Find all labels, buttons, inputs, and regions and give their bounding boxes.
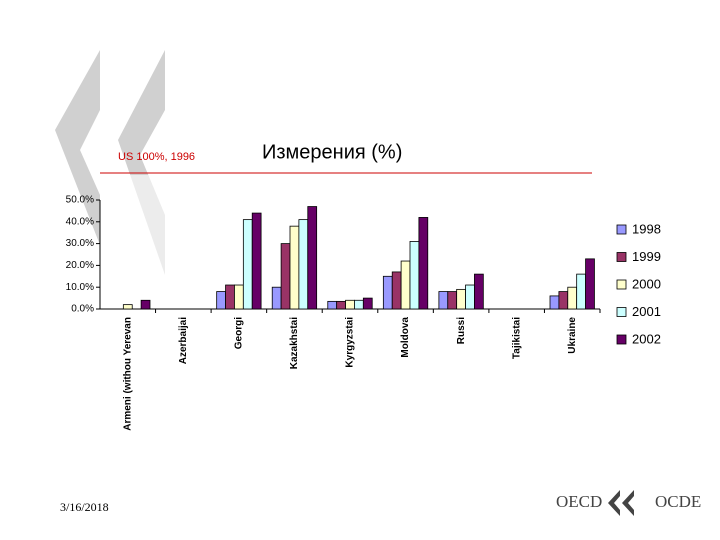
y-tick-label: 50.0% xyxy=(66,195,94,206)
x-tick-label: Kyrgyzstai xyxy=(345,317,356,368)
bar xyxy=(307,206,318,310)
x-tick-label: Ukraine xyxy=(567,317,578,354)
date: 3/16/2018 xyxy=(60,500,109,514)
x-tick-label: Kazakhstai xyxy=(289,317,300,369)
bar xyxy=(391,271,402,310)
legend-label: 1998 xyxy=(632,221,661,236)
bar xyxy=(216,291,226,310)
legend-label: 1999 xyxy=(632,249,661,264)
bar xyxy=(549,295,560,310)
fade xyxy=(100,175,170,285)
bar xyxy=(225,284,235,310)
bar xyxy=(251,212,262,310)
bar xyxy=(409,241,420,310)
bar xyxy=(362,297,373,310)
bar xyxy=(336,300,346,310)
bar xyxy=(400,260,411,310)
chart-title: Измерения (%) xyxy=(262,141,402,163)
y-tick-label: 10.0% xyxy=(66,282,94,293)
bar xyxy=(327,300,338,310)
legend-swatch xyxy=(616,334,627,345)
legend-swatch xyxy=(616,307,627,317)
x-tick-label: Azerbaijai xyxy=(178,317,189,364)
bar xyxy=(122,304,133,310)
y-tick-label: 20.0% xyxy=(66,260,94,271)
y-tick-label: 40.0% xyxy=(66,216,94,227)
x-tick-label: Moldova xyxy=(400,317,411,358)
logo-mark xyxy=(608,490,634,516)
bar xyxy=(345,299,355,310)
x-tick-label: Georgi xyxy=(234,317,245,349)
legend-swatch xyxy=(616,252,627,262)
bar xyxy=(447,291,458,310)
legend-label: 2002 xyxy=(632,331,661,346)
x-tick-label: Russi xyxy=(456,317,467,344)
y-tick-label: 0.0% xyxy=(71,304,94,315)
bar xyxy=(558,291,569,310)
x-tick-label: Armeni (withou Yerevan xyxy=(122,317,133,431)
bar xyxy=(567,286,578,310)
logo-right: OCDE xyxy=(655,492,701,511)
subtitle: US 100%, 1996 xyxy=(118,151,195,163)
bar xyxy=(280,243,291,310)
bar xyxy=(438,291,449,310)
y-tick-label: 30.0% xyxy=(66,238,94,249)
legend-swatch xyxy=(616,279,627,290)
legend-label: 2001 xyxy=(632,304,661,319)
bar xyxy=(298,219,309,310)
bar xyxy=(474,273,484,310)
bar xyxy=(585,258,595,310)
bar xyxy=(456,288,466,310)
bar xyxy=(289,225,300,310)
bar xyxy=(576,273,586,310)
bar xyxy=(242,219,253,310)
bar xyxy=(234,284,244,310)
legend-swatch xyxy=(616,224,627,235)
bar xyxy=(354,299,364,310)
x-tick-label: Tajikistai xyxy=(511,317,522,359)
bar xyxy=(382,275,393,310)
plot: 0.0% 10.0% 20.0% 30.0% 40.0% 50.0% Armeni (wit… xyxy=(66,195,661,431)
bar xyxy=(418,217,429,310)
legend-label: 2000 xyxy=(632,276,661,291)
bar xyxy=(140,299,151,310)
logo-left: OECD xyxy=(556,492,602,511)
bar xyxy=(271,286,282,310)
bar xyxy=(465,284,475,310)
